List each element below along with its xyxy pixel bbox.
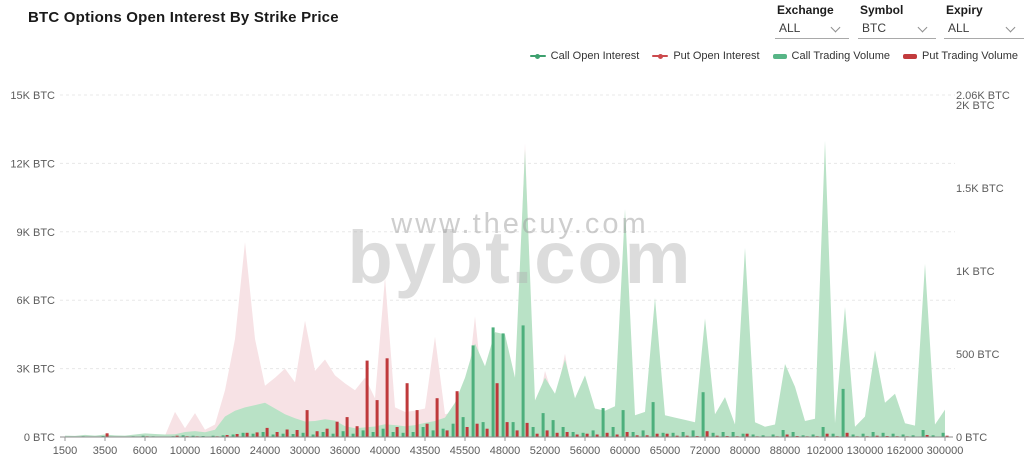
svg-text:12K BTC: 12K BTC	[10, 158, 55, 170]
svg-text:56000: 56000	[570, 445, 601, 457]
call-open-interest-marker-icon	[529, 53, 546, 59]
svg-text:102000: 102000	[807, 445, 844, 457]
svg-text:6000: 6000	[133, 445, 157, 457]
put-open-interest-marker-icon	[652, 53, 669, 59]
call-trading-volume-marker-icon	[772, 53, 787, 59]
svg-text:45500: 45500	[450, 445, 481, 457]
legend-item-call-open-interest[interactable]: Call Open Interest	[529, 50, 639, 62]
svg-text:60000: 60000	[610, 445, 641, 457]
svg-text:30000: 30000	[290, 445, 321, 457]
put-trading-volume-marker-icon	[902, 53, 917, 59]
svg-text:0 BTC: 0 BTC	[956, 432, 987, 444]
svg-text:24000: 24000	[250, 445, 281, 457]
svg-text:43500: 43500	[410, 445, 441, 457]
svg-text:1500: 1500	[53, 445, 77, 457]
svg-text:2K BTC: 2K BTC	[956, 100, 995, 112]
exchange-dropdown[interactable]: Exchange ALL	[775, 2, 849, 39]
svg-text:15K BTC: 15K BTC	[10, 90, 55, 102]
svg-text:300000: 300000	[927, 445, 964, 457]
svg-text:130000: 130000	[847, 445, 884, 457]
svg-text:65000: 65000	[650, 445, 681, 457]
svg-text:6K BTC: 6K BTC	[16, 295, 55, 307]
expiry-dropdown[interactable]: Expiry ALL	[944, 2, 1024, 39]
svg-text:48000: 48000	[490, 445, 521, 457]
expiry-label: Expiry	[946, 3, 983, 17]
svg-text:9K BTC: 9K BTC	[16, 227, 55, 239]
svg-text:500 BTC: 500 BTC	[956, 349, 999, 361]
symbol-value[interactable]: BTC	[862, 21, 886, 35]
exchange-value[interactable]: ALL	[779, 21, 801, 35]
symbol-dropdown[interactable]: Symbol BTC	[858, 2, 936, 39]
svg-text:36000: 36000	[330, 445, 361, 457]
svg-text:72000: 72000	[690, 445, 721, 457]
svg-text:162000: 162000	[887, 445, 924, 457]
legend-item-put-trading-volume[interactable]: Put Trading Volume	[902, 50, 1018, 62]
svg-text:1.5K BTC: 1.5K BTC	[956, 183, 1004, 195]
exchange-label: Exchange	[777, 3, 834, 17]
legend-item-call-trading-volume[interactable]: Call Trading Volume	[772, 50, 890, 62]
svg-text:1K BTC: 1K BTC	[956, 266, 995, 278]
page-title: BTC Options Open Interest By Strike Pric…	[28, 9, 339, 26]
chart-legend: Call Open Interest Put Open Interest Cal…	[529, 50, 1018, 62]
legend-item-put-open-interest[interactable]: Put Open Interest	[652, 50, 760, 62]
svg-text:40000: 40000	[370, 445, 401, 457]
svg-text:10000: 10000	[170, 445, 201, 457]
expiry-value[interactable]: ALL	[948, 21, 970, 35]
symbol-label: Symbol	[860, 3, 904, 17]
svg-text:80000: 80000	[730, 445, 761, 457]
svg-text:88000: 88000	[770, 445, 801, 457]
svg-text:52000: 52000	[530, 445, 561, 457]
svg-text:0 BTC: 0 BTC	[24, 432, 55, 444]
svg-text:3K BTC: 3K BTC	[16, 364, 55, 376]
svg-text:2.06K BTC: 2.06K BTC	[956, 90, 1010, 102]
svg-text:16000: 16000	[210, 445, 241, 457]
svg-text:3500: 3500	[93, 445, 117, 457]
